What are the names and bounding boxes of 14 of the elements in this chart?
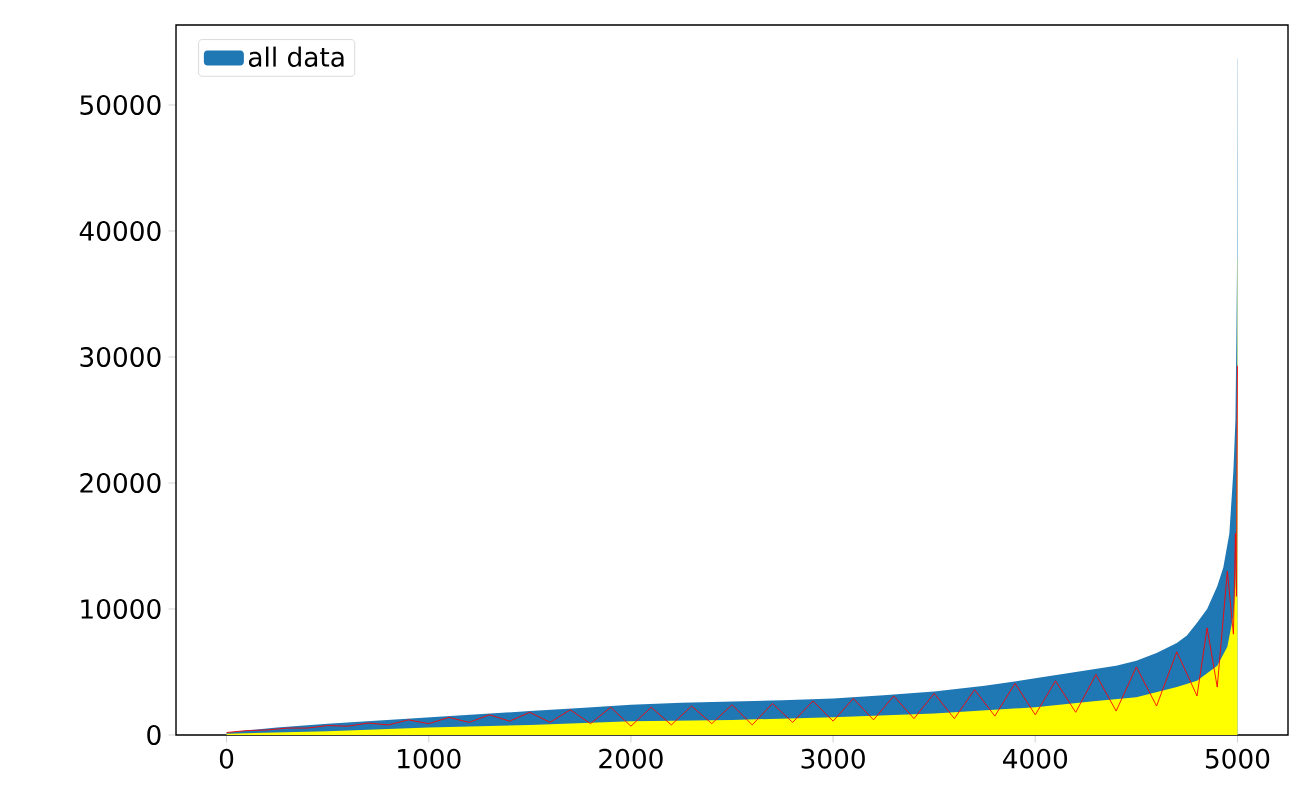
x-tick-label: 2000 [599,748,663,769]
y-tick-label: 40000 [79,221,161,241]
y-tick-label: 30000 [80,347,161,367]
y-tick-label: 10000 [81,599,161,619]
y-tick-label: 0 [147,725,161,745]
x-tick-label: 1000 [398,748,461,769]
x-tick-label: 0 [219,748,234,769]
line-series [226,365,1238,733]
x-tick-label: 4000 [1003,748,1068,769]
x-tick-label: 3000 [801,748,865,769]
legend-label: all data [248,46,344,67]
x-tick-label: 5000 [1205,748,1270,769]
y-tick-label: 20000 [80,473,161,493]
y-tick-label: 50000 [80,95,161,115]
